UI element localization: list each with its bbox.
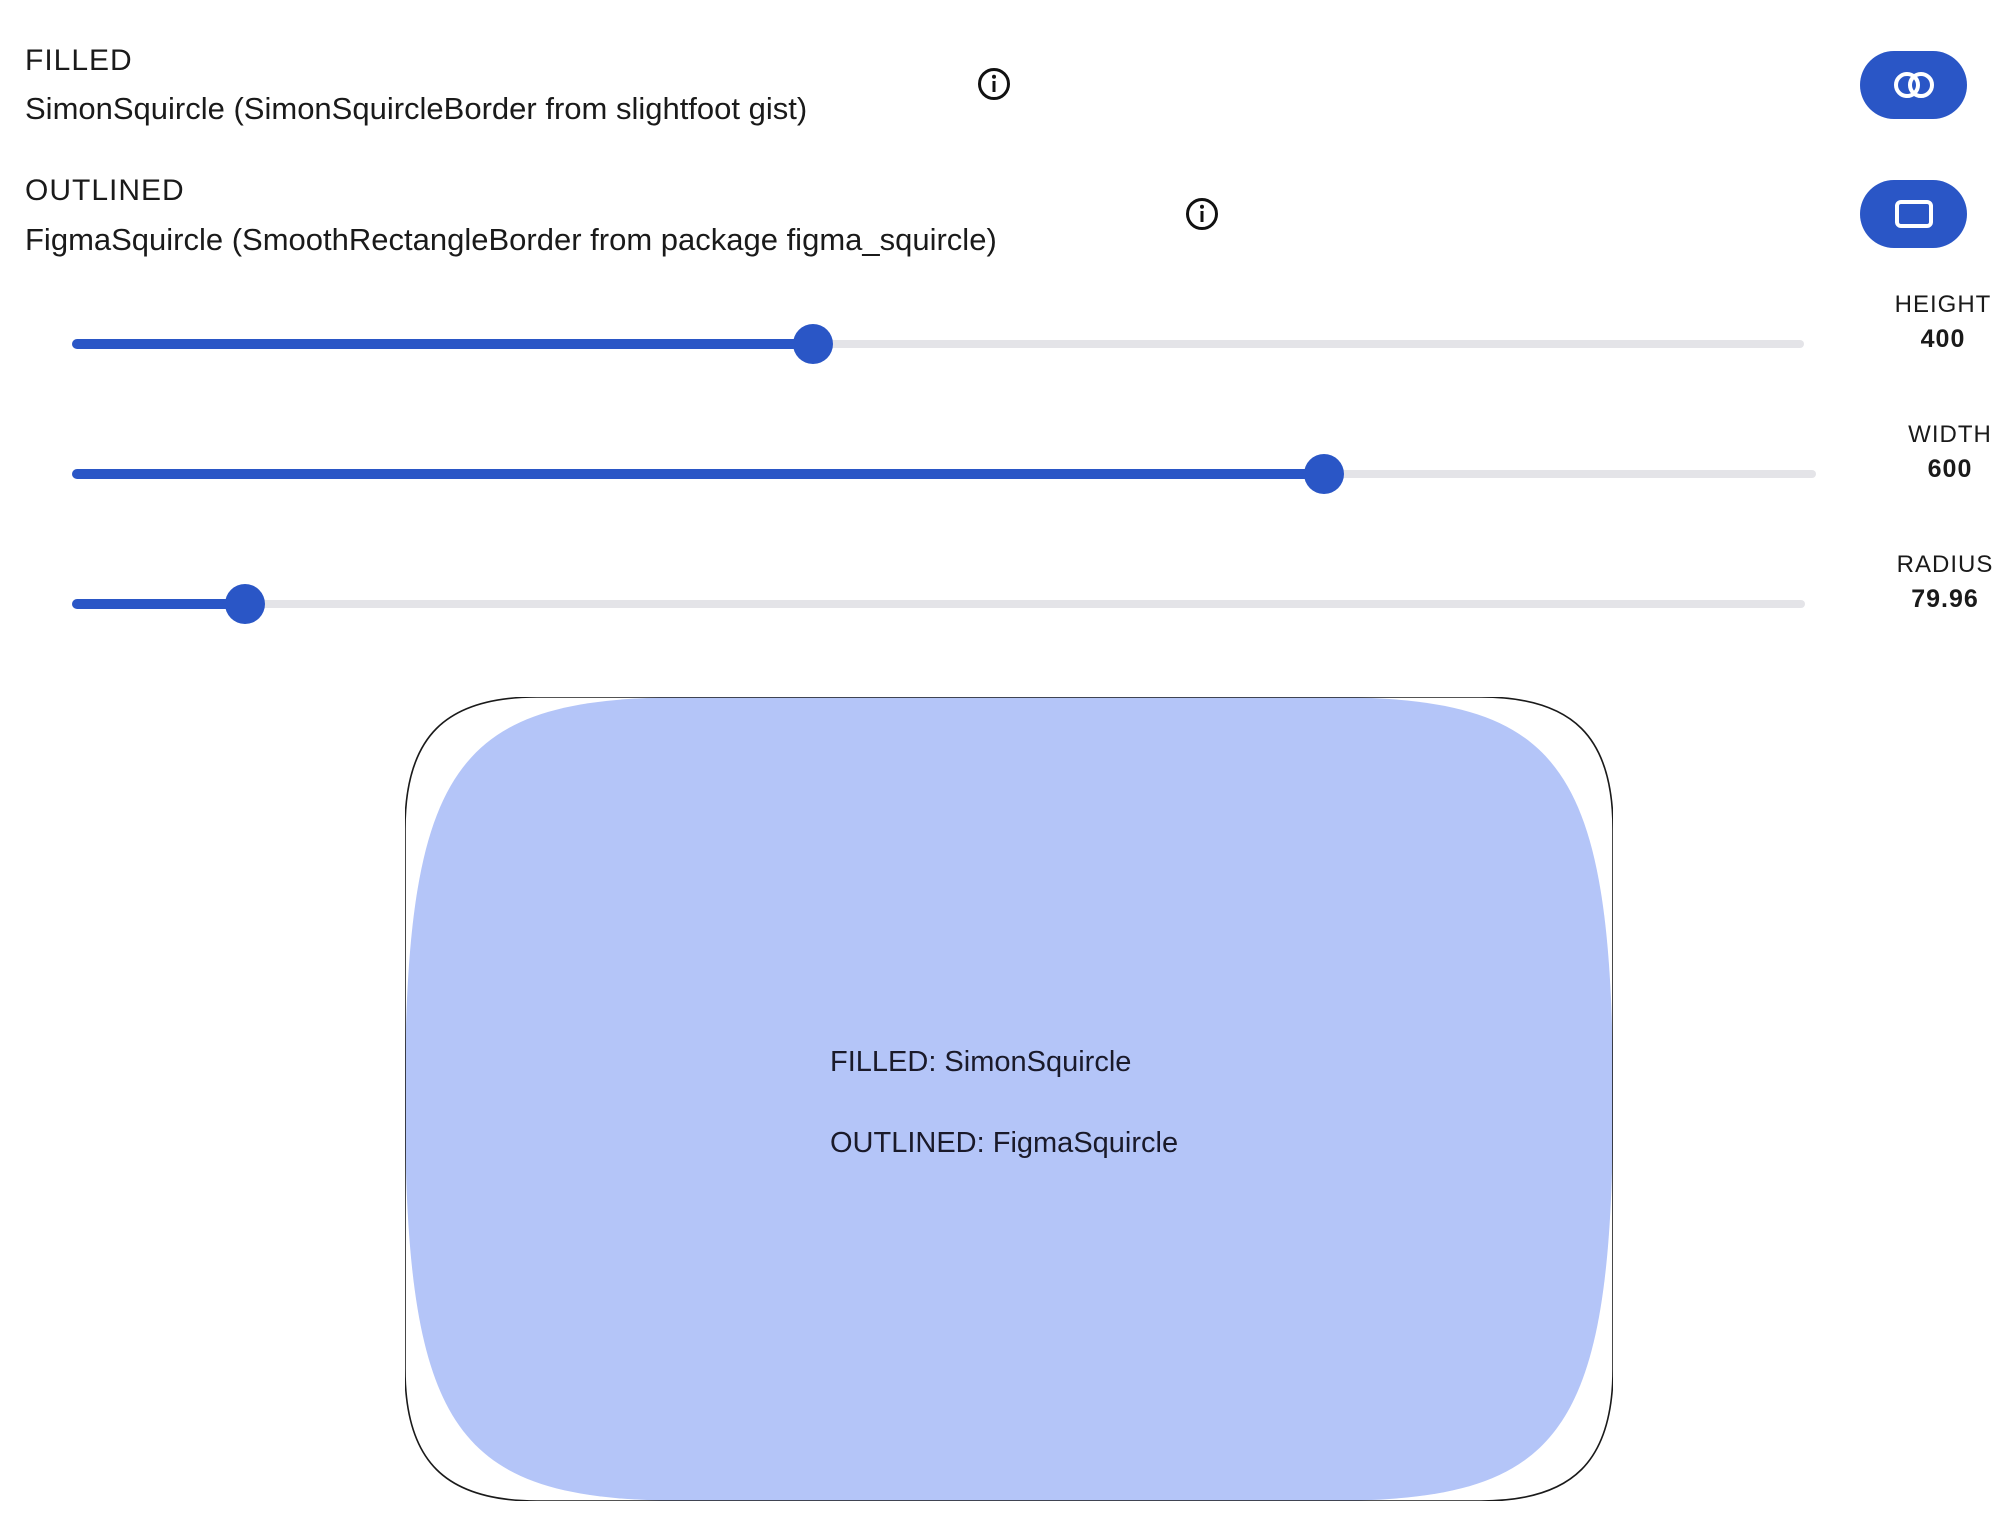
- outlined-info-icon[interactable]: [1185, 197, 1219, 231]
- overlap-circles-icon: [1893, 72, 1934, 98]
- outlined-description: FigmaSquircle (SmoothRectangleBorder fro…: [25, 222, 997, 257]
- filled-squircle: [405, 697, 1613, 1501]
- filled-mode-button[interactable]: [1860, 51, 1967, 119]
- slider-thumb[interactable]: [225, 584, 266, 624]
- height-label: HEIGHT: [1894, 291, 1992, 318]
- squircle-preview: FILLED: SimonSquircle OUTLINED: FigmaSqu…: [405, 697, 1613, 1501]
- radius-value: 79.96: [1911, 585, 1979, 613]
- filled-description: SimonSquircle (SimonSquircleBorder from …: [25, 91, 808, 126]
- rectangle-outline-icon: [1894, 200, 1933, 228]
- radius-readout: RADIUS 79.96: [1875, 551, 2000, 614]
- outlined-mode-button[interactable]: [1860, 180, 1967, 248]
- height-slider[interactable]: [72, 324, 1804, 364]
- height-value: 400: [1920, 325, 1966, 353]
- outlined-label: OUTLINED: [25, 174, 185, 207]
- radius-slider[interactable]: [72, 584, 1805, 624]
- slider-thumb[interactable]: [1304, 454, 1345, 494]
- slider-active-track: [72, 469, 1325, 479]
- filled-info-icon[interactable]: [977, 67, 1011, 101]
- radius-label: RADIUS: [1896, 551, 1994, 578]
- slider-thumb[interactable]: [793, 324, 834, 364]
- slider-track: [72, 340, 1804, 348]
- slider-active-track: [72, 339, 814, 349]
- preview-outlined-caption: OUTLINED: FigmaSquircle: [830, 1127, 1179, 1159]
- filled-label: FILLED: [25, 44, 133, 77]
- slider-track: [72, 600, 1805, 608]
- slider-active-track: [72, 599, 246, 609]
- preview-filled-caption: FILLED: SimonSquircle: [830, 1046, 1132, 1078]
- width-slider[interactable]: [72, 454, 1816, 494]
- outlined-squircle: [405, 697, 1613, 1501]
- width-value: 600: [1927, 455, 1973, 483]
- width-label: WIDTH: [1908, 421, 1992, 448]
- squircle-shape: [405, 697, 1613, 1501]
- width-readout: WIDTH 600: [1880, 421, 2000, 484]
- height-readout: HEIGHT 400: [1873, 291, 2000, 354]
